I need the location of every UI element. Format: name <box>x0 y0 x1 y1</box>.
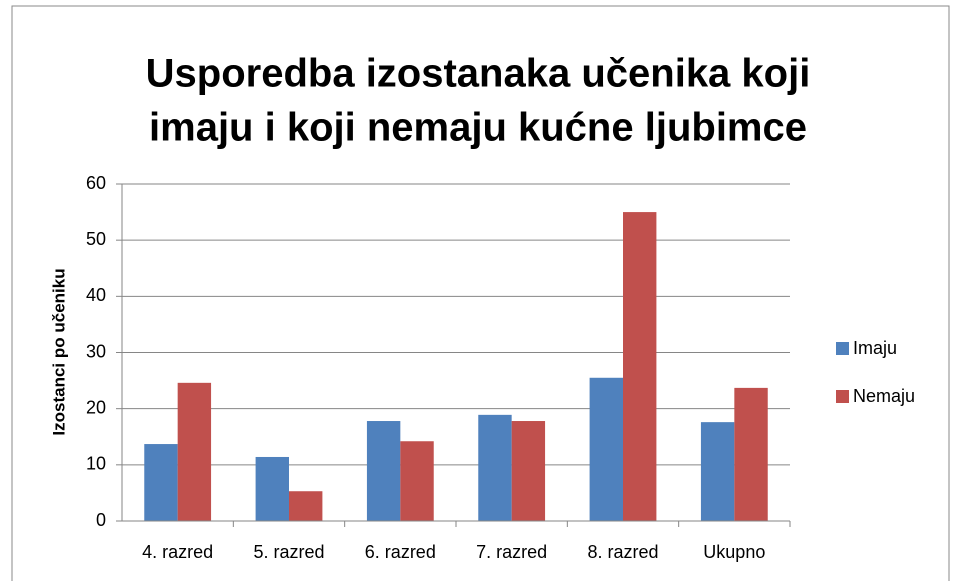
y-axis-label: Izostanci po učeniku <box>49 268 68 435</box>
chart-title: Usporedba izostanaka učenika koji <box>146 52 811 96</box>
bar <box>144 444 178 521</box>
legend-label: Nemaju <box>853 386 915 406</box>
chart-title: imaju i koji nemaju kućne ljubimce <box>149 106 807 150</box>
bar <box>366 421 401 521</box>
legend-label: Imaju <box>853 338 897 358</box>
bar <box>623 212 657 522</box>
y-tick-label: 50 <box>86 229 106 249</box>
y-tick-label: 20 <box>86 397 106 417</box>
bar <box>289 491 323 521</box>
bar <box>589 377 623 521</box>
bar <box>478 414 512 521</box>
y-tick-label: 60 <box>86 173 106 193</box>
x-tick-label: 6. razred <box>365 542 436 562</box>
x-tick-label: 7. razred <box>476 542 547 562</box>
bar <box>400 441 434 521</box>
x-tick-label: 5. razred <box>253 542 324 562</box>
y-tick-label: 30 <box>86 341 106 361</box>
bar <box>734 387 768 521</box>
x-tick-label: Ukupno <box>703 542 765 562</box>
bar <box>700 422 735 521</box>
bar <box>255 456 289 521</box>
legend-swatch <box>836 342 849 355</box>
y-tick-label: 0 <box>96 510 106 530</box>
y-tick-label: 10 <box>86 454 106 474</box>
legend-swatch <box>836 390 849 403</box>
y-tick-label: 40 <box>86 285 106 305</box>
bar <box>177 382 212 521</box>
x-tick-label: 4. razred <box>142 542 213 562</box>
bar <box>511 421 546 521</box>
x-tick-label: 8. razred <box>587 542 658 562</box>
